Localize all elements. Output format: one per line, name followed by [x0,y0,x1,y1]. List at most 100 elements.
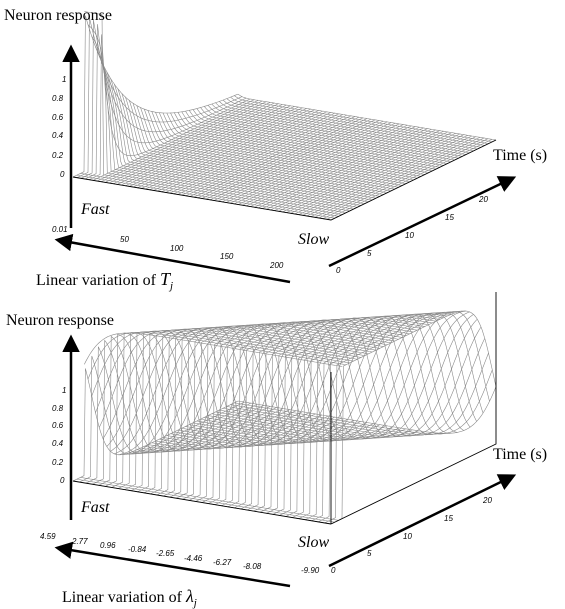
x-ticks-top: 0.01 50 100 150 200 [52,225,284,270]
x-tick: -0.84 [128,545,147,554]
z-tick: 0.6 [52,113,64,122]
surface-param-line [207,105,467,155]
surface-param-line [125,97,384,195]
x-axis-title-text: Linear variation of [36,272,160,289]
surface-frame [72,480,332,525]
x-tick: 150 [220,252,234,261]
z-axis-title: Neuron response [4,7,112,24]
surface-param-line [215,102,474,152]
fast-label: Fast [80,499,110,516]
surface-param-line [174,112,433,172]
surface-frame [330,292,497,525]
x-tick: 0.96 [100,541,116,550]
x-tick: -9.90 [301,566,320,575]
surface-param-line [192,312,452,442]
surface-param-line [181,314,440,444]
z-axis-title: Neuron response [6,312,114,329]
y-tick: 5 [367,249,372,258]
surface-param-line [170,316,429,446]
surface-param-line [91,36,350,212]
surface-param-line [234,95,493,143]
chart-top: Neuron response Time (s) Fast Slow Linea… [4,7,547,292]
surface-param-line [166,317,425,447]
surface-param-line [147,321,407,451]
z-tick: 0.6 [52,421,64,430]
z-ticks-top: 0 0.2 0.4 0.6 0.8 1 [52,75,66,179]
surface-param-line [159,319,418,449]
y-tick: 15 [444,514,453,523]
y-tick: 5 [367,549,372,558]
surface-param-line [222,326,482,437]
y-tick: 20 [478,195,488,204]
surface-param-line [192,109,452,163]
surface-param-line [196,312,455,442]
surface-param-line [211,311,470,439]
surface-param-line [155,112,414,181]
x-tick: -8.08 [243,562,262,571]
surface-param-line [147,110,407,184]
surface-param-line [185,110,444,166]
x-tick: -6.27 [213,558,232,567]
z-tick: 0.8 [52,404,64,413]
chart-top-surface [72,11,497,221]
surface-param-line [132,323,392,453]
y-tick: 0 [331,566,336,575]
surface-param-line [155,319,414,449]
x-axis-arrow [54,541,291,588]
surface-param-line [136,105,395,190]
surface-param-line [151,320,410,450]
surface-param-line [129,324,388,454]
chart-bottom-axes [54,334,517,588]
x-tick: 2.77 [71,537,88,546]
x-tick: 50 [120,235,129,244]
slow-label: Slow [298,231,329,248]
x-axis-title-sub: j [192,597,197,609]
surface-param-line [95,330,354,413]
surface-param-line [110,78,369,203]
surface-param-line [219,318,478,438]
x-tick: 0.01 [52,225,68,234]
surface-param-line [177,112,437,170]
x-axis-title: Linear variation of Tj [36,269,173,292]
surface-param-line [222,99,482,148]
z-tick: 0.8 [52,94,64,103]
surface-param-line [200,107,459,159]
surface-param-line [181,111,440,168]
surface-param-line [132,103,392,192]
surface-param-line [121,93,380,197]
surface-param-line [230,352,489,436]
z-tick: 0 [60,170,65,179]
x-tick: -2.65 [156,549,175,558]
z-tick: 0.4 [52,131,64,140]
chart-bottom: Neuron response Time (s) Fast Slow Linea… [6,292,547,609]
y-axis-arrow [328,474,517,568]
y-tick: 0 [336,266,341,275]
surface-param-line [237,93,497,141]
z-tick: 1 [62,386,66,395]
y-ticks-top: 0 5 10 15 20 [336,195,488,275]
surface-param-line [189,110,448,164]
surface-param-line [226,98,485,146]
surface-frame [72,139,497,221]
x-axis-title: Linear variation of λj [62,586,197,609]
x-tick: 100 [170,244,184,253]
surface-param-line [204,310,463,440]
y-tick: 20 [482,496,492,505]
z-tick: 0 [60,476,65,485]
y-tick: 15 [445,213,454,222]
surface-param-line [102,329,362,439]
surface-param-line [117,326,377,455]
y-axis-title: Time (s) [493,147,547,164]
surface-param-line [114,327,373,455]
x-axis-title-symbol: T [160,269,172,289]
fast-label: Fast [80,201,110,218]
chart-bottom-surface [72,292,497,525]
surface-param-line [170,112,429,173]
surface-param-line [91,331,350,397]
surface-param-line [140,107,399,188]
surface-param-line [129,100,388,193]
surface-param-line [207,310,467,440]
surface-param-line [125,325,384,455]
surface-param-line [162,318,422,448]
